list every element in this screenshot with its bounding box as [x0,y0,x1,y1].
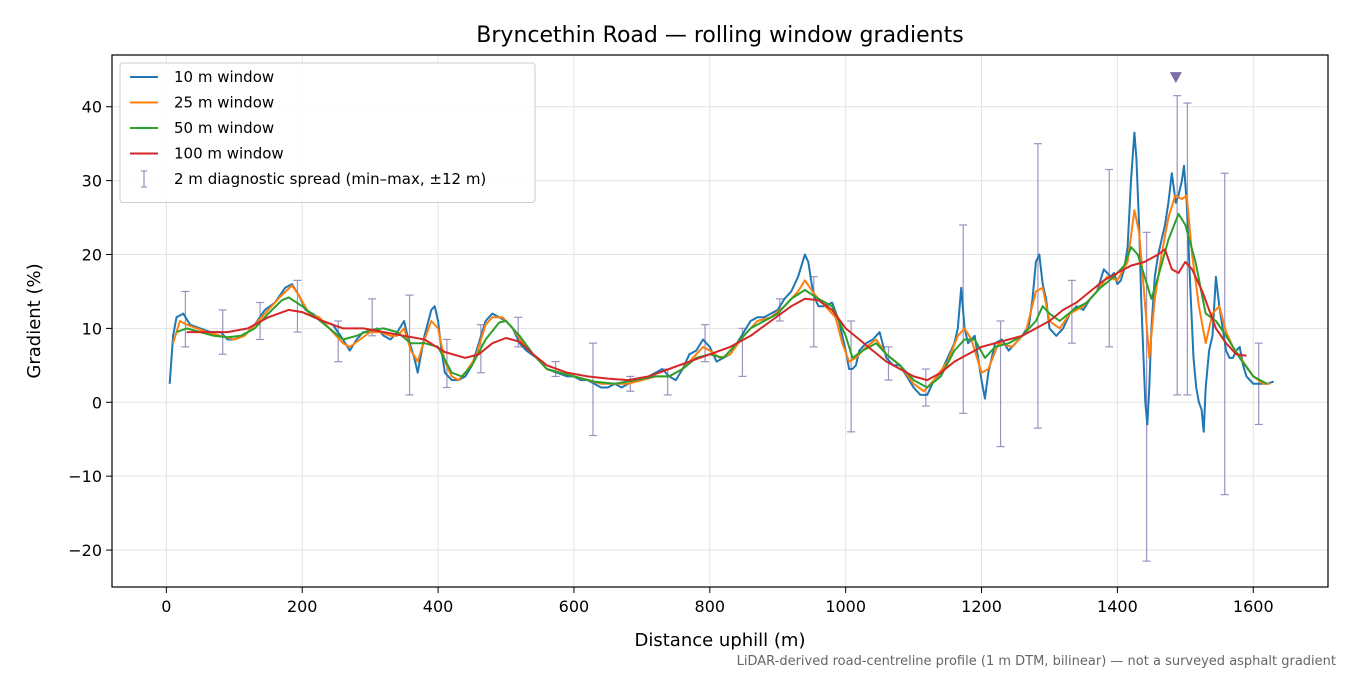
x-tick-label: 1400 [1097,597,1138,616]
y-tick-label: 0 [92,393,102,412]
plot-frame [111,54,1329,588]
plot-area [168,72,1275,562]
errorbar [334,320,343,363]
errorbar [1173,95,1182,396]
legend-item: 2 m diagnostic spread (min–max, ±12 m) [141,170,486,188]
x-tick-label: 400 [423,597,454,616]
x-tick-label: 800 [695,597,726,616]
x-axis-label: Distance uphill (m) [635,630,806,651]
y-tick-label: −20 [68,541,102,560]
errorbar [1142,231,1151,562]
errorbar [1105,168,1114,348]
y-axis: −20 −10 0 10 20 30 40 [68,98,112,560]
legend-label: 2 m diagnostic spread (min–max, ±12 m) [174,170,486,188]
errorbar [847,320,856,433]
x-tick-label: 0 [161,597,171,616]
series-line-100-m-window [186,248,1247,382]
y-tick-label: 30 [82,172,102,191]
y-axis-label: Gradient (%) [24,263,45,378]
legend-label: 10 m window [174,68,274,86]
y-tick-label: 40 [82,98,102,117]
x-tick-label: 1000 [825,597,866,616]
y-tick-label: −10 [68,467,102,486]
legend: 10 m window 25 m window 50 m window 100 m w… [119,62,536,203]
x-tick-label: 1600 [1233,597,1274,616]
series-line-25-m-window [172,194,1271,393]
x-tick-label: 600 [559,597,590,616]
footnote: LiDAR-derived road-centreline profile (1… [737,654,1336,669]
y-tick-label: 10 [82,319,102,338]
legend-item: 100 m window [130,145,284,163]
errorbar [588,342,597,437]
x-axis: 0 200 400 600 800 1000 1200 1400 1600 [161,587,1274,616]
series-line-50-m-window [176,212,1268,389]
legend-item: 10 m window [130,68,274,86]
errorbar [1183,102,1192,396]
y-tick-label: 20 [82,246,102,265]
x-tick-label: 200 [287,597,318,616]
legend-item: 50 m window [130,119,274,137]
peak-marker [1169,72,1182,84]
legend-label: 50 m window [174,119,274,137]
errorbar [1033,143,1042,429]
errorbar [181,290,190,348]
chart-title: Bryncethin Road — rolling window gradien… [476,23,963,48]
legend-label: 100 m window [174,145,284,163]
legend-box [119,62,536,203]
errorbar [293,279,302,333]
legend-item: 25 m window [130,94,274,112]
legend-label: 25 m window [174,94,274,112]
x-tick-label: 1200 [961,597,1002,616]
